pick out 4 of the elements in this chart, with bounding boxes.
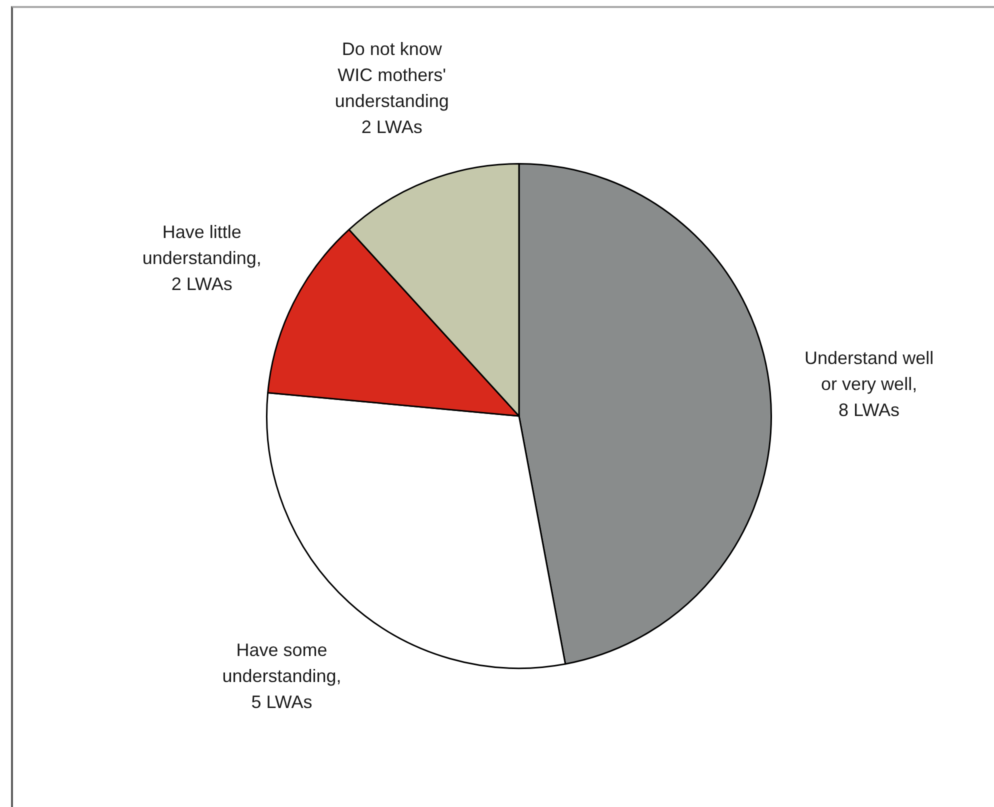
slice-label: Do not know WIC mothers' understanding 2 LWAs — [334, 38, 450, 139]
slice-label: Have little understanding, 2 LWAs — [141, 221, 262, 296]
slice-label: Have some understanding, 5 LWAs — [221, 639, 342, 714]
slice-label: Understand well or very well, 8 LWAs — [804, 346, 935, 422]
